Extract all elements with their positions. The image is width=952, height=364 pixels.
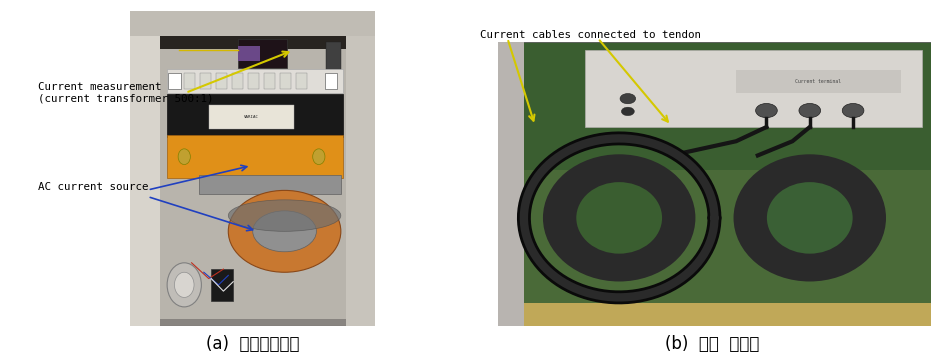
FancyBboxPatch shape: [248, 73, 259, 89]
FancyBboxPatch shape: [216, 73, 228, 89]
Circle shape: [174, 272, 194, 297]
FancyBboxPatch shape: [238, 39, 287, 68]
Circle shape: [843, 103, 863, 118]
Ellipse shape: [576, 182, 662, 254]
FancyBboxPatch shape: [160, 36, 346, 320]
FancyBboxPatch shape: [200, 73, 211, 89]
FancyBboxPatch shape: [498, 170, 931, 326]
FancyBboxPatch shape: [498, 42, 931, 326]
FancyBboxPatch shape: [211, 269, 233, 301]
Text: Current terminal: Current terminal: [796, 79, 842, 84]
Circle shape: [312, 149, 325, 165]
FancyBboxPatch shape: [168, 135, 344, 178]
FancyBboxPatch shape: [232, 73, 243, 89]
Polygon shape: [346, 11, 375, 326]
FancyBboxPatch shape: [238, 46, 260, 61]
FancyBboxPatch shape: [160, 36, 346, 49]
FancyBboxPatch shape: [295, 73, 307, 89]
FancyBboxPatch shape: [498, 42, 524, 326]
FancyBboxPatch shape: [208, 106, 294, 129]
FancyBboxPatch shape: [130, 11, 375, 326]
Text: VARIAC: VARIAC: [244, 115, 259, 119]
FancyBboxPatch shape: [325, 73, 337, 89]
Circle shape: [178, 149, 190, 165]
FancyBboxPatch shape: [498, 303, 931, 326]
Text: AC current source: AC current source: [38, 182, 149, 192]
Ellipse shape: [228, 200, 341, 232]
FancyBboxPatch shape: [169, 73, 181, 89]
Circle shape: [622, 107, 634, 116]
Text: (b)  후면  케이블: (b) 후면 케이블: [664, 335, 760, 353]
FancyBboxPatch shape: [264, 73, 275, 89]
Text: (a)  전류공급장치: (a) 전류공급장치: [206, 335, 299, 353]
FancyBboxPatch shape: [199, 175, 341, 194]
Ellipse shape: [252, 211, 316, 252]
Circle shape: [620, 94, 636, 104]
Circle shape: [168, 263, 202, 307]
FancyBboxPatch shape: [327, 42, 341, 74]
Text: Current cables connected to tendon: Current cables connected to tendon: [480, 30, 701, 40]
Ellipse shape: [543, 154, 695, 281]
FancyBboxPatch shape: [168, 94, 344, 137]
FancyBboxPatch shape: [185, 73, 195, 89]
Circle shape: [756, 103, 777, 118]
FancyBboxPatch shape: [168, 69, 344, 93]
Text: Current measurement
(current transformer 500:1): Current measurement (current transformer…: [38, 82, 213, 103]
Ellipse shape: [228, 190, 341, 272]
FancyBboxPatch shape: [280, 73, 290, 89]
Ellipse shape: [767, 182, 853, 254]
Polygon shape: [130, 11, 375, 36]
Ellipse shape: [734, 154, 886, 281]
FancyBboxPatch shape: [585, 50, 922, 127]
Circle shape: [799, 103, 821, 118]
Polygon shape: [130, 11, 160, 326]
FancyBboxPatch shape: [736, 70, 901, 93]
